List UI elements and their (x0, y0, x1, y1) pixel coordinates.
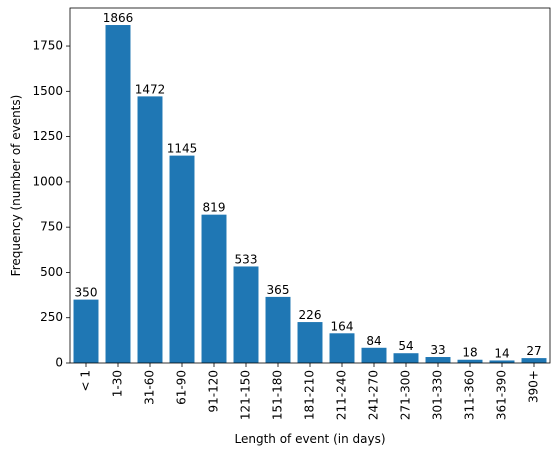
x-axis-label: Length of event (in days) (234, 432, 385, 446)
data-label: 27 (526, 344, 541, 358)
data-label: 226 (299, 308, 322, 322)
x-tick-label: 31-60 (143, 370, 157, 405)
bar (425, 357, 451, 363)
bar (457, 359, 483, 363)
y-axis: 0 250 500 750 1000 1250 1500 1750 (32, 39, 70, 370)
bar (361, 347, 387, 363)
bar (329, 333, 355, 363)
x-tick-label: 311-360 (463, 370, 477, 420)
data-labels-group: 350 1866 1472 1145 819 533 365 226 164 84 54 33 18 14… (75, 11, 542, 360)
x-tick-label: 361-390 (495, 370, 509, 420)
bars-group (73, 25, 547, 363)
y-tick-label: 500 (40, 265, 63, 279)
bar (105, 25, 131, 363)
data-label: 54 (398, 339, 413, 353)
data-label: 18 (462, 346, 477, 360)
y-tick-label: 1000 (32, 174, 63, 188)
data-label: 350 (75, 286, 98, 300)
x-tick-label: 241-270 (367, 370, 381, 420)
x-tick-label: 91-120 (207, 370, 221, 413)
data-label: 1866 (103, 11, 134, 25)
y-tick-label: 750 (40, 220, 63, 234)
x-tick-label: 301-330 (431, 370, 445, 420)
x-tick-label: 211-240 (335, 370, 349, 420)
data-label: 14 (494, 346, 509, 360)
x-tick-label: 271-300 (399, 370, 413, 420)
data-label: 84 (366, 334, 381, 348)
x-tick-label: 121-150 (239, 370, 253, 420)
y-tick-label: 1500 (32, 84, 63, 98)
x-tick-label: < 1 (79, 370, 93, 392)
bar (169, 155, 195, 363)
bar (265, 296, 291, 363)
bar (393, 353, 419, 363)
bar (233, 266, 259, 363)
y-tick-label: 250 (40, 310, 63, 324)
bar (521, 358, 547, 363)
y-axis-label: Frequency (number of events) (9, 95, 23, 277)
x-tick-label: 390+ (527, 370, 541, 403)
bar (73, 299, 99, 363)
y-tick-label: 1250 (32, 129, 63, 143)
data-label: 819 (203, 201, 226, 215)
bar (137, 96, 163, 363)
data-label: 1145 (167, 142, 198, 156)
data-label: 365 (267, 283, 290, 297)
bar (489, 360, 515, 363)
data-label: 164 (331, 319, 354, 333)
x-tick-label: 151-180 (271, 370, 285, 420)
y-tick-label: 1750 (32, 39, 63, 53)
x-tick-label: 181-210 (303, 370, 317, 420)
y-tick-label: 0 (55, 356, 63, 370)
x-axis: < 1 1-30 31-60 61-90 91-120 121-150 151-180 181… (79, 363, 541, 420)
bar (297, 322, 323, 363)
data-label: 1472 (135, 82, 166, 96)
x-tick-label: 1-30 (111, 370, 125, 397)
x-tick-label: 61-90 (175, 370, 189, 405)
bar (201, 214, 227, 363)
data-label: 33 (430, 343, 445, 357)
data-label: 533 (235, 252, 258, 266)
